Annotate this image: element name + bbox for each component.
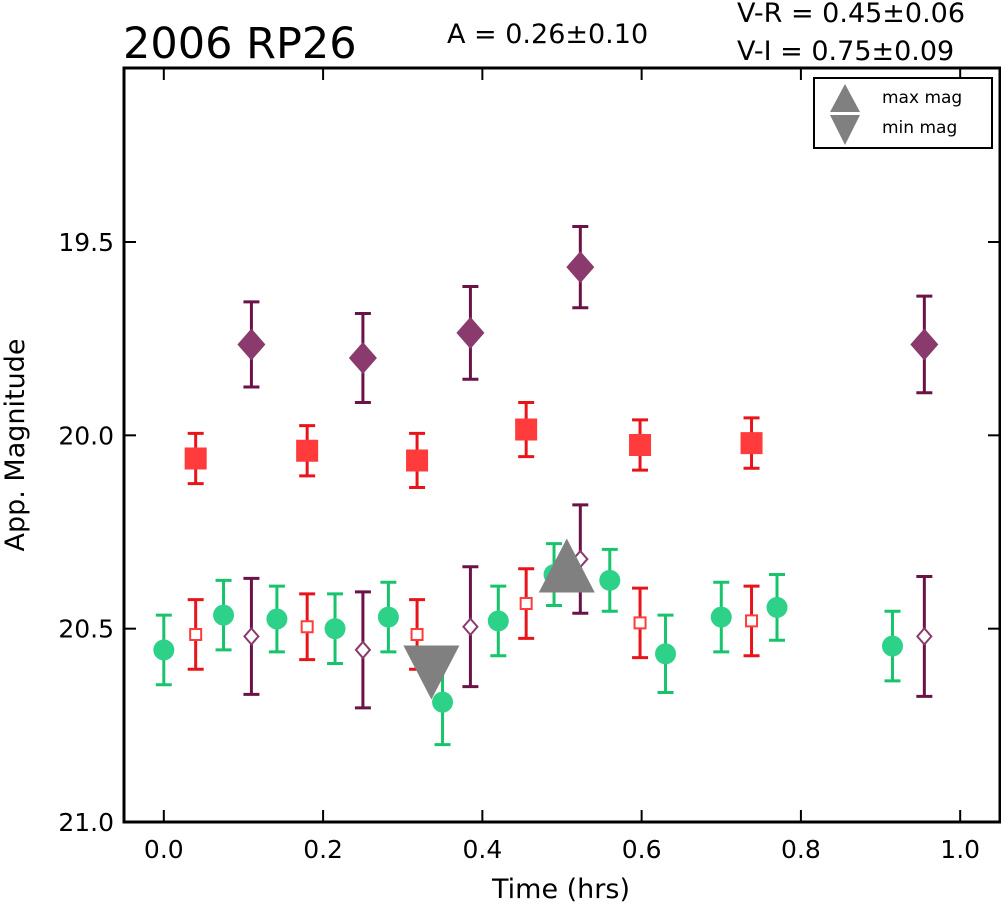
y-axis-label: App. Magnitude <box>0 339 31 552</box>
data-point <box>916 626 933 646</box>
series-diamond-filled <box>237 225 939 404</box>
data-point <box>599 569 621 591</box>
x-tick-label: 1.0 <box>940 835 980 864</box>
v-r-annotation: V-R = 0.45±0.06 <box>737 0 965 29</box>
max-mag-legend-icon <box>830 84 860 112</box>
axis-ticks: 0.0 0.2 0.4 0.6 0.8 1.0 19.5 20.0 20.5 21.0 <box>58 68 1000 864</box>
chart-title: 2006 RP26 <box>123 19 357 69</box>
data-point <box>910 328 939 361</box>
data-point <box>566 251 595 284</box>
x-axis-label: Time (hrs) <box>491 874 630 904</box>
data-point <box>266 608 288 630</box>
x-tick-label: 0.8 <box>781 835 821 864</box>
max-mag-marker <box>538 538 595 593</box>
data-point <box>410 627 424 641</box>
data-point <box>881 635 903 657</box>
data-point <box>462 617 479 637</box>
series-diamond-open <box>243 503 933 710</box>
data-point <box>189 627 203 641</box>
x-tick-label: 0.6 <box>622 835 662 864</box>
x-tick-label: 0.0 <box>144 835 184 864</box>
data-point <box>710 606 732 628</box>
data-point <box>348 342 377 374</box>
y-tick-label: 19.5 <box>58 228 114 257</box>
data-point <box>629 434 652 456</box>
data-point <box>740 432 763 455</box>
legend-max-mag-label: max mag <box>882 88 962 108</box>
data-point <box>519 597 533 611</box>
x-tick-label: 0.4 <box>462 835 502 864</box>
data-point <box>633 616 647 630</box>
data-point <box>237 328 266 361</box>
data-point <box>456 316 485 349</box>
amplitude-annotation: A = 0.26±0.10 <box>447 19 648 50</box>
data-point <box>655 643 677 665</box>
data-point <box>487 610 509 632</box>
x-tick-label: 0.2 <box>303 835 343 864</box>
data-point <box>300 620 314 634</box>
data-point <box>354 640 372 660</box>
plot-frame <box>122 66 1001 824</box>
v-i-annotation: V-I = 0.75±0.09 <box>737 36 954 67</box>
min-mag-marker <box>403 645 460 700</box>
data-point <box>213 604 235 626</box>
extrema-markers <box>403 538 595 700</box>
data-point <box>324 618 346 640</box>
min-mag-legend-icon <box>830 115 860 145</box>
y-tick-label: 20.5 <box>58 615 114 644</box>
data-point <box>296 439 319 462</box>
data-point <box>745 614 759 628</box>
data-point <box>153 639 175 661</box>
data-point <box>377 606 399 628</box>
legend: max mag min mag <box>813 77 993 149</box>
y-tick-label: 20.0 <box>58 421 114 450</box>
data-point <box>184 447 207 470</box>
data-point <box>766 596 788 618</box>
data-point <box>406 449 429 472</box>
y-tick-label: 21.0 <box>58 808 114 837</box>
legend-min-mag-label: min mag <box>882 118 957 138</box>
data-point <box>432 691 454 713</box>
series-square-filled <box>184 400 763 490</box>
data-series <box>153 225 939 747</box>
data-point <box>243 626 260 646</box>
series-circle-filled <box>153 542 903 747</box>
data-point <box>515 418 538 441</box>
